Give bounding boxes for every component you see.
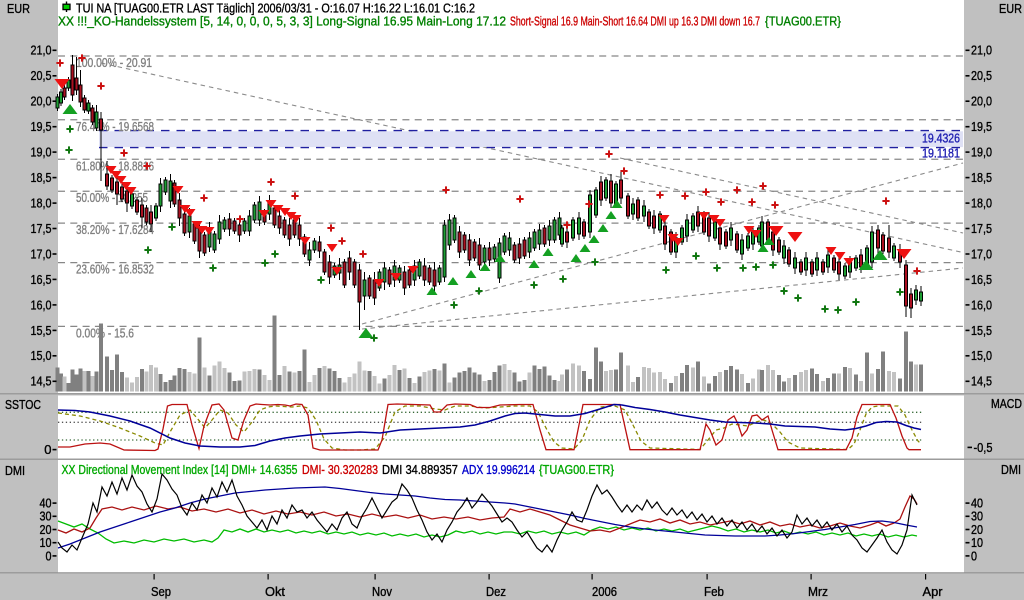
svg-text:2006: 2006 bbox=[592, 584, 617, 599]
svg-text:15,5: 15,5 bbox=[971, 323, 992, 338]
svg-text:16,5: 16,5 bbox=[971, 272, 992, 287]
svg-text:MACD: MACD bbox=[991, 396, 1022, 411]
svg-text:DMI- 30.320283: DMI- 30.320283 bbox=[302, 462, 378, 477]
svg-text:DMI: DMI bbox=[5, 463, 25, 478]
svg-text:ADX 19.996214: ADX 19.996214 bbox=[462, 462, 535, 477]
svg-text:16,0: 16,0 bbox=[31, 297, 52, 312]
svg-text:15,0: 15,0 bbox=[971, 348, 992, 363]
svg-text:20,0: 20,0 bbox=[971, 94, 992, 109]
svg-text:19.1181: 19.1181 bbox=[922, 146, 960, 161]
svg-text:19,0: 19,0 bbox=[31, 145, 52, 160]
svg-text:16,5: 16,5 bbox=[31, 272, 52, 287]
svg-text:76.40% - 19.6568: 76.40% - 19.6568 bbox=[76, 119, 154, 134]
svg-text:40: 40 bbox=[971, 496, 983, 511]
svg-text:20: 20 bbox=[40, 522, 52, 537]
svg-text:18,0: 18,0 bbox=[971, 195, 992, 210]
svg-text:Mrz: Mrz bbox=[808, 584, 828, 599]
svg-text:14,5: 14,5 bbox=[971, 374, 992, 389]
svg-text:20: 20 bbox=[971, 522, 983, 537]
svg-text:30: 30 bbox=[971, 509, 983, 524]
svg-text:0: 0 bbox=[46, 548, 52, 563]
svg-text:19,0: 19,0 bbox=[971, 145, 992, 160]
svg-text:DMI: DMI bbox=[1001, 462, 1021, 477]
svg-text:20,5: 20,5 bbox=[31, 68, 52, 83]
svg-text:Feb: Feb bbox=[704, 584, 724, 599]
svg-text:17,0: 17,0 bbox=[971, 246, 992, 261]
svg-text:0: 0 bbox=[971, 548, 977, 563]
svg-text:DMI 34.889357: DMI 34.889357 bbox=[382, 462, 458, 477]
svg-text:Sep: Sep bbox=[151, 584, 171, 599]
svg-text:{TUAG00.ETR}: {TUAG00.ETR} bbox=[539, 462, 615, 477]
svg-text:XX !!!_KO-Handelssystem [5, 14: XX !!!_KO-Handelssystem [5, 14, 0, 0, 0,… bbox=[58, 14, 506, 29]
svg-text:EUR: EUR bbox=[7, 1, 30, 16]
svg-text:0.00% - 15.6: 0.00% - 15.6 bbox=[76, 325, 134, 340]
svg-text:0: 0 bbox=[44, 442, 51, 457]
svg-text:10: 10 bbox=[971, 535, 983, 550]
svg-text:17,0: 17,0 bbox=[31, 246, 52, 261]
svg-text:Okt: Okt bbox=[265, 584, 285, 599]
svg-text:17,5: 17,5 bbox=[971, 221, 992, 236]
svg-text:{TUAG00.ETR}: {TUAG00.ETR} bbox=[765, 14, 842, 29]
svg-text:SSTOC: SSTOC bbox=[5, 397, 41, 412]
svg-text:38.20% - 17.6284: 38.20% - 17.6284 bbox=[76, 222, 154, 237]
svg-text:21,0: 21,0 bbox=[971, 43, 992, 58]
svg-text:18,5: 18,5 bbox=[31, 170, 52, 185]
svg-text:61.80% - 18.8816: 61.80% - 18.8816 bbox=[76, 158, 154, 173]
svg-text:16,0: 16,0 bbox=[971, 297, 992, 312]
svg-text:30: 30 bbox=[40, 509, 52, 524]
svg-text:21,0: 21,0 bbox=[31, 43, 52, 58]
svg-text:-0,5: -0,5 bbox=[974, 440, 993, 455]
svg-text:Dez: Dez bbox=[486, 584, 506, 599]
svg-text:40: 40 bbox=[40, 496, 52, 511]
svg-text:TUI NA [TUAG00.ETR LAST Täglic: TUI NA [TUAG00.ETR LAST Täglich] 2006/03… bbox=[76, 1, 475, 16]
svg-text:18,0: 18,0 bbox=[31, 195, 52, 210]
svg-text:Nov: Nov bbox=[372, 584, 392, 599]
svg-text:Short-Signal 16.9 Main-Short 1: Short-Signal 16.9 Main-Short 16.64 DMI u… bbox=[510, 14, 760, 29]
svg-text:Apr: Apr bbox=[923, 584, 944, 599]
svg-text:20,0: 20,0 bbox=[31, 94, 52, 109]
svg-text:18,5: 18,5 bbox=[971, 170, 992, 185]
svg-text:17,5: 17,5 bbox=[31, 221, 52, 236]
svg-text:14,5: 14,5 bbox=[31, 374, 52, 389]
svg-text:20,5: 20,5 bbox=[971, 68, 992, 83]
svg-text:XX Directional Movement Index: XX Directional Movement Index [14] DMI+ … bbox=[62, 462, 298, 477]
svg-text:19.4326: 19.4326 bbox=[922, 131, 960, 146]
svg-text:EUR: EUR bbox=[999, 1, 1022, 16]
svg-text:100.00% - 20.91: 100.00% - 20.91 bbox=[76, 55, 152, 70]
svg-text:19,5: 19,5 bbox=[971, 119, 992, 134]
svg-text:23.60% - 16.8532: 23.60% - 16.8532 bbox=[76, 262, 154, 277]
svg-text:15,0: 15,0 bbox=[31, 348, 52, 363]
svg-text:19,5: 19,5 bbox=[31, 119, 52, 134]
svg-text:10: 10 bbox=[40, 535, 52, 550]
svg-text:15,5: 15,5 bbox=[31, 323, 52, 338]
